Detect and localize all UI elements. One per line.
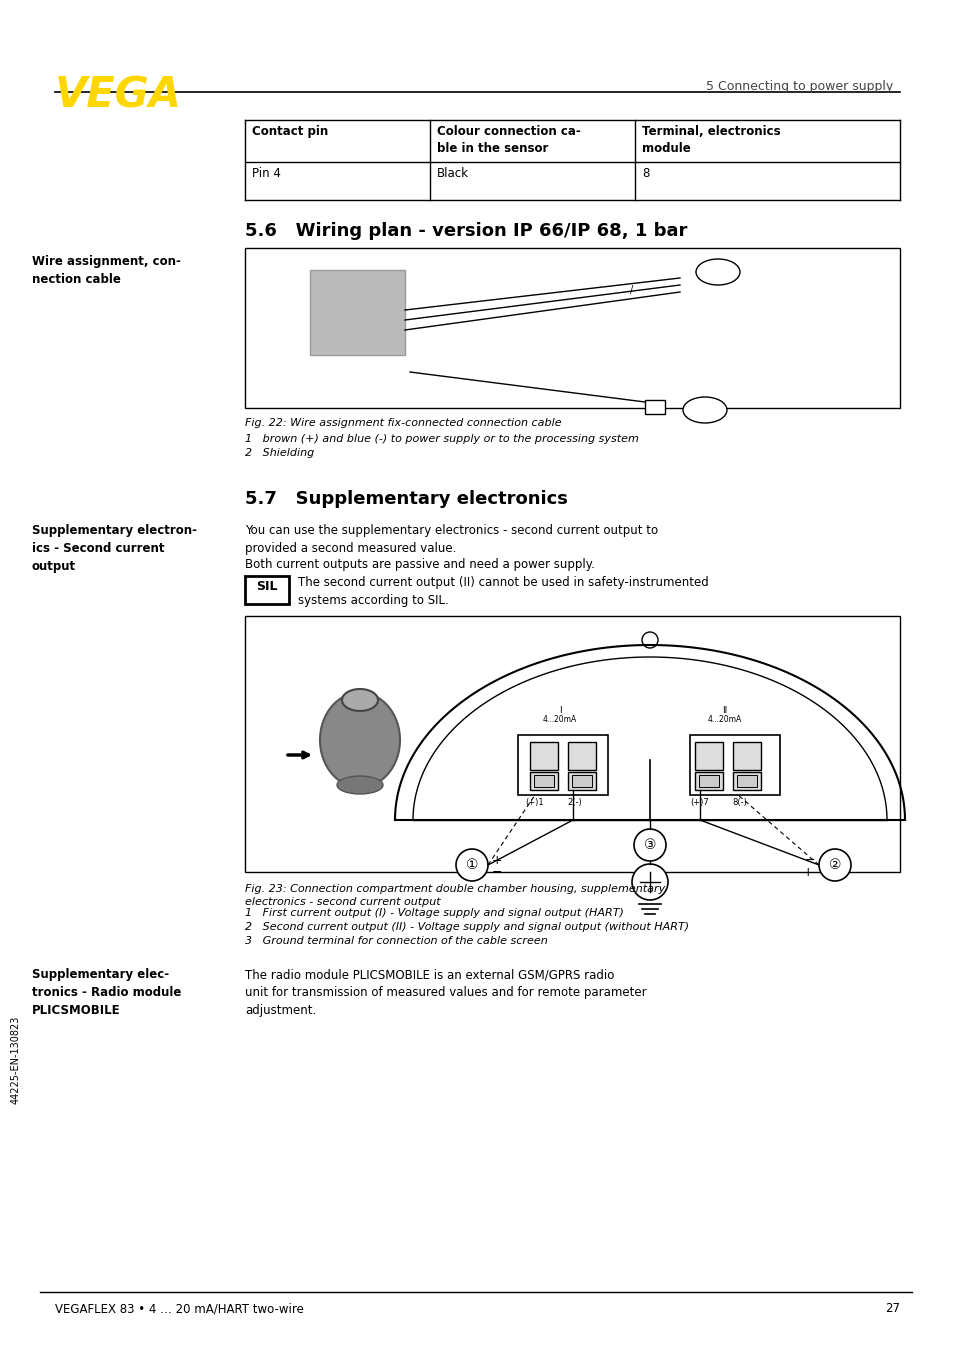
Circle shape: [641, 632, 658, 649]
Text: −: −: [492, 865, 502, 879]
Text: 1   brown (+) and blue (-) to power supply or to the processing system: 1 brown (+) and blue (-) to power supply…: [245, 435, 639, 444]
Text: 3   Ground terminal for connection of the cable screen: 3 Ground terminal for connection of the …: [245, 936, 547, 946]
Text: 2(-): 2(-): [567, 798, 581, 807]
Text: 8(-): 8(-): [732, 798, 746, 807]
Text: 44225-EN-130823: 44225-EN-130823: [11, 1016, 21, 1105]
Text: −: −: [803, 853, 814, 867]
Text: Both current outputs are passive and need a power supply.: Both current outputs are passive and nee…: [245, 558, 595, 571]
Bar: [517, 735, 607, 795]
Bar: [245, 575, 289, 604]
Bar: [245, 616, 899, 872]
Text: Contact pin: Contact pin: [252, 125, 328, 138]
Bar: [732, 742, 760, 770]
Text: ②: ②: [828, 858, 841, 872]
Text: Black: Black: [436, 167, 469, 180]
Text: +: +: [492, 853, 502, 867]
Text: (+)7: (+)7: [690, 798, 709, 807]
Text: 27: 27: [884, 1303, 899, 1315]
Bar: [534, 774, 554, 787]
Bar: [695, 772, 722, 789]
Text: Terminal, electronics
module: Terminal, electronics module: [641, 125, 780, 154]
Text: (+)1: (+)1: [525, 798, 544, 807]
Bar: [572, 774, 592, 787]
Bar: [530, 742, 558, 770]
Text: Supplementary elec-
tronics - Radio module
PLICSMOBILE: Supplementary elec- tronics - Radio modu…: [32, 968, 181, 1017]
Text: 2   Second current output (II) - Voltage supply and signal output (without HART): 2 Second current output (II) - Voltage s…: [245, 922, 688, 932]
Text: 5.7   Supplementary electronics: 5.7 Supplementary electronics: [245, 490, 567, 508]
Bar: [695, 742, 722, 770]
Bar: [737, 774, 757, 787]
Text: Fig. 23: Connection compartment double chamber housing, supplementary
electronic: Fig. 23: Connection compartment double c…: [245, 884, 664, 907]
Bar: [245, 248, 899, 408]
Text: Wire assignment, con-
nection cable: Wire assignment, con- nection cable: [32, 255, 181, 286]
Text: The radio module PLICSMOBILE is an external GSM/GPRS radio
unit for transmission: The radio module PLICSMOBILE is an exter…: [245, 968, 646, 1017]
Circle shape: [818, 849, 850, 881]
Bar: [699, 774, 719, 787]
Text: 4...20mA: 4...20mA: [707, 715, 741, 724]
Text: SIL: SIL: [256, 580, 277, 593]
Text: I: I: [558, 705, 560, 715]
Text: Supplementary electron-
ics - Second current
output: Supplementary electron- ics - Second cur…: [32, 524, 196, 573]
Text: /: /: [629, 284, 633, 295]
Text: You can use the supplementary electronics - second current output to
provided a : You can use the supplementary electronic…: [245, 524, 658, 555]
Text: ①: ①: [465, 858, 477, 872]
Text: 8: 8: [641, 167, 649, 180]
Bar: [567, 772, 596, 789]
Text: ③: ③: [643, 838, 656, 852]
Text: 2   Shielding: 2 Shielding: [245, 448, 314, 458]
Text: The second current output (II) cannot be used in safety-instrumented
systems acc: The second current output (II) cannot be…: [297, 575, 708, 607]
Ellipse shape: [336, 776, 382, 793]
Bar: [530, 772, 558, 789]
Ellipse shape: [341, 689, 377, 711]
Text: 5.6   Wiring plan - version IP 66/IP 68, 1 bar: 5.6 Wiring plan - version IP 66/IP 68, 1…: [245, 222, 687, 240]
Bar: [310, 269, 405, 355]
Circle shape: [631, 864, 667, 900]
Text: 1   First current output (I) - Voltage supply and signal output (HART): 1 First current output (I) - Voltage sup…: [245, 909, 623, 918]
Ellipse shape: [696, 259, 740, 284]
Text: Colour connection ca-
ble in the sensor: Colour connection ca- ble in the sensor: [436, 125, 580, 154]
Bar: [644, 399, 664, 414]
Text: Pin 4: Pin 4: [252, 167, 280, 180]
Bar: [732, 772, 760, 789]
Circle shape: [634, 829, 665, 861]
Ellipse shape: [319, 692, 399, 788]
Bar: [689, 735, 780, 795]
Circle shape: [456, 849, 488, 881]
Text: VEGA: VEGA: [55, 74, 182, 116]
Text: 4...20mA: 4...20mA: [542, 715, 577, 724]
Text: +: +: [801, 867, 812, 880]
Text: Fig. 22: Wire assignment fix-connected connection cable: Fig. 22: Wire assignment fix-connected c…: [245, 418, 561, 428]
Ellipse shape: [682, 397, 726, 422]
Text: VEGAFLEX 83 • 4 … 20 mA/HART two-wire: VEGAFLEX 83 • 4 … 20 mA/HART two-wire: [55, 1303, 304, 1315]
Text: II: II: [721, 705, 727, 715]
Text: 5 Connecting to power supply: 5 Connecting to power supply: [705, 80, 892, 93]
Bar: [567, 742, 596, 770]
